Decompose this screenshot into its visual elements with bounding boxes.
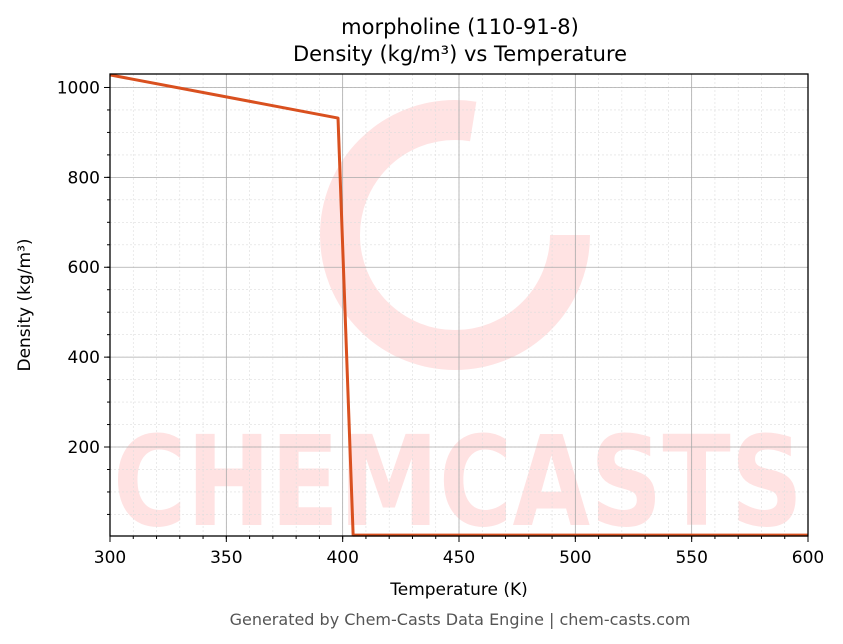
watermark-logo: CHEMCASTS <box>113 100 803 555</box>
y-tick-label: 800 <box>68 168 100 188</box>
density-line <box>109 73 808 537</box>
chart-subtitle: Density (kg/m³) vs Temperature <box>293 42 627 66</box>
x-tick-label: 400 <box>326 548 358 568</box>
y-tick-label: 600 <box>68 258 100 278</box>
x-axis-label: Temperature (K) <box>389 580 528 600</box>
y-tick-label: 1000 <box>57 78 100 98</box>
x-tick-label: 350 <box>210 548 242 568</box>
x-tick-label: 550 <box>675 548 707 568</box>
x-tick-label: 600 <box>792 548 824 568</box>
footer: Generated by Chem-Casts Data Engine | ch… <box>230 610 691 629</box>
x-tick-label: 300 <box>94 548 126 568</box>
y-tick-label: 200 <box>68 438 100 458</box>
y-axis-label: Density (kg/m³) <box>15 238 35 371</box>
chart-title: morpholine (110-91-8) <box>341 15 579 39</box>
svg-text:CHEMCASTS: CHEMCASTS <box>113 410 803 555</box>
y-tick-label: 400 <box>68 348 100 368</box>
x-tick-label: 500 <box>559 548 591 568</box>
x-tick-label: 450 <box>443 548 475 568</box>
